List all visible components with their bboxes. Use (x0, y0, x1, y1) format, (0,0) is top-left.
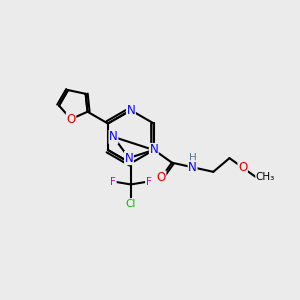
Text: CH₃: CH₃ (256, 172, 275, 182)
Text: N: N (124, 152, 134, 165)
Text: O: O (238, 161, 247, 174)
Text: N: N (149, 143, 158, 157)
Text: N: N (109, 130, 118, 143)
Text: O: O (66, 112, 76, 125)
Text: F: F (146, 176, 152, 187)
Text: Cl: Cl (126, 199, 136, 208)
Text: O: O (157, 171, 166, 184)
Text: N: N (127, 104, 135, 117)
Text: H: H (189, 153, 196, 164)
Text: N: N (188, 161, 197, 174)
Text: F: F (110, 176, 116, 187)
